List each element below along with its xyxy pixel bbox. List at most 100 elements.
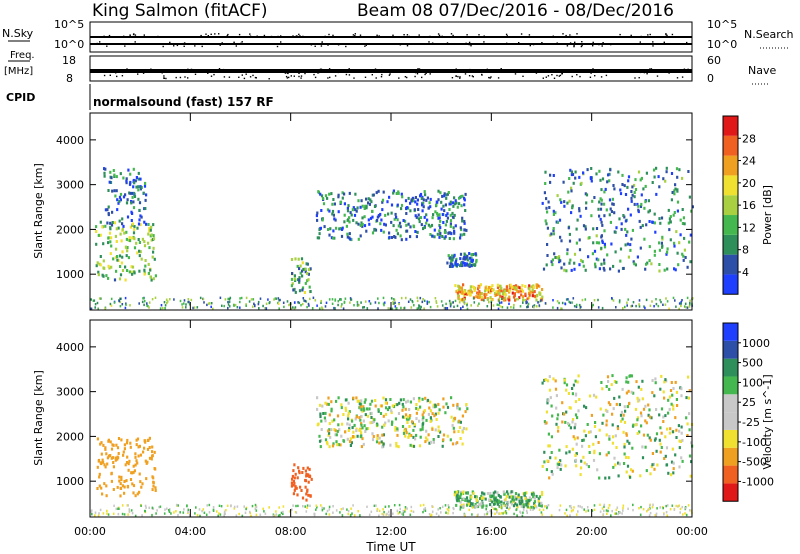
echo-cell — [101, 492, 104, 496]
colorbar-tick-label: 28 — [742, 132, 756, 145]
echo-cell — [546, 210, 549, 214]
echo-cell — [600, 188, 603, 192]
echo-cell — [512, 295, 516, 299]
scatter-cell — [448, 506, 450, 509]
echo-cell — [571, 392, 574, 396]
echo-cell — [623, 462, 626, 465]
scatter-cell — [575, 305, 578, 309]
echo-cell — [479, 283, 482, 287]
echo-cell — [449, 224, 452, 228]
echo-cell — [511, 498, 514, 502]
echo-cell — [631, 469, 634, 473]
nsky-dot — [341, 43, 344, 45]
echo-cell — [565, 388, 568, 392]
echo-cell — [363, 224, 367, 228]
echo-cell — [458, 196, 461, 200]
scatter-cell — [303, 299, 305, 302]
echo-cell — [333, 418, 336, 422]
nsky-dot — [238, 33, 241, 36]
echo-cell — [653, 212, 656, 216]
echo-cell — [123, 480, 126, 483]
scatter-cell — [662, 303, 664, 306]
echo-cell — [538, 502, 541, 506]
echo-cell — [574, 400, 577, 404]
echo-cell — [102, 266, 105, 270]
scatter-cell — [601, 306, 604, 310]
echo-cell — [448, 237, 451, 240]
echo-cell — [411, 420, 414, 424]
scatter-cell — [226, 504, 229, 507]
echo-cell — [580, 181, 583, 185]
scatter-cell — [163, 301, 166, 304]
echo-cell — [129, 172, 132, 176]
echo-cell — [340, 234, 344, 238]
echo-cell — [131, 471, 134, 475]
scatter-cell — [97, 514, 100, 517]
scatter-cell — [320, 504, 322, 507]
echo-cell — [676, 251, 679, 255]
echo-cell — [612, 202, 615, 206]
scatter-cell — [245, 507, 247, 511]
echo-cell — [565, 410, 568, 414]
echo-cell — [515, 497, 518, 501]
scatter-cell — [492, 507, 495, 510]
scatter-cell — [558, 301, 560, 305]
echo-cell — [122, 453, 125, 457]
echo-cell — [134, 494, 137, 498]
scatter-cell — [526, 301, 528, 304]
nave-dot — [451, 77, 454, 79]
nave-dot — [334, 75, 337, 77]
nave-dot — [337, 71, 339, 74]
echo-cell — [662, 177, 665, 181]
scatter-cell — [127, 504, 129, 507]
echo-cell — [445, 219, 448, 223]
scatter-cell — [393, 504, 396, 507]
echo-cell — [619, 188, 622, 192]
echo-cell — [362, 442, 365, 446]
echo-cell — [535, 294, 539, 298]
echo-cell — [327, 402, 330, 406]
scatter-cell — [441, 505, 444, 508]
echo-cell — [347, 429, 350, 432]
echo-cell — [640, 414, 643, 418]
nave-dot — [655, 69, 657, 72]
echo-cell — [653, 394, 656, 398]
echo-cell — [456, 205, 459, 209]
echo-cell — [348, 423, 351, 427]
nave-dot — [165, 77, 167, 80]
echo-cell — [598, 241, 601, 245]
echo-cell — [550, 404, 553, 408]
echo-cell — [122, 176, 125, 180]
scatter-cell — [396, 509, 399, 512]
echo-cell — [335, 433, 338, 437]
echo-cell — [436, 213, 439, 217]
echo-cell — [589, 177, 592, 181]
echo-cell — [373, 205, 377, 208]
echo-cell — [643, 206, 646, 210]
colorbar-segment — [723, 234, 738, 255]
echo-cell — [598, 428, 601, 432]
echo-cell — [471, 502, 474, 506]
echo-cell — [292, 492, 295, 496]
scatter-cell — [388, 513, 390, 516]
echo-cell — [432, 438, 435, 441]
nsky-dot — [663, 41, 665, 43]
echo-cell — [110, 223, 114, 227]
echo-cell — [453, 416, 457, 420]
echo-cell — [383, 222, 386, 226]
echo-cell — [144, 181, 147, 185]
scatter-cell — [508, 302, 510, 305]
echo-cell — [364, 204, 367, 208]
echo-cell — [467, 500, 470, 504]
scatter-cell — [431, 505, 433, 508]
echo-cell — [621, 183, 624, 186]
echo-cell — [609, 403, 612, 407]
echo-cell — [408, 408, 411, 411]
scatter-cell — [680, 300, 682, 304]
echo-cell — [535, 298, 538, 302]
echo-cell — [600, 262, 603, 266]
echo-cell — [99, 233, 102, 237]
echo-cell — [644, 404, 647, 408]
echo-cell — [298, 289, 302, 293]
